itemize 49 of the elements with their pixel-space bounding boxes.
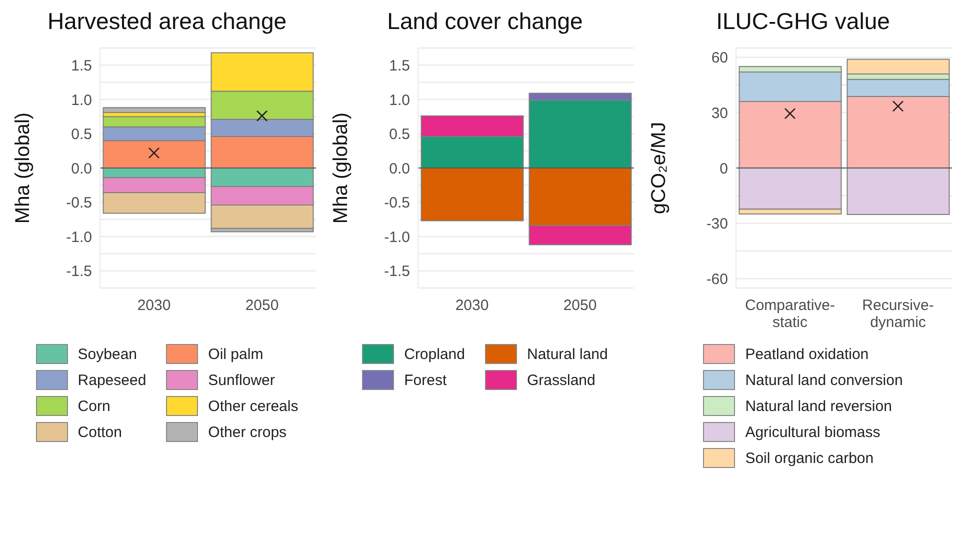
y-tick-label: -1.0 xyxy=(384,228,410,246)
legend-label: Agricultural biomass xyxy=(745,424,880,440)
y-tick-label: 60 xyxy=(711,50,728,67)
y-tick-label: 1.5 xyxy=(71,57,92,74)
y-tick-label: 1.0 xyxy=(71,92,92,109)
legend-label: Soybean xyxy=(78,346,137,362)
y-axis-title: Mha (global) xyxy=(330,112,352,224)
x-tick-label: 2030 xyxy=(137,297,171,314)
legend-label: Rapeseed xyxy=(78,372,146,388)
y-tick-label: 30 xyxy=(711,104,728,122)
y-tick-label: -1.5 xyxy=(384,263,410,280)
y-tick-label: 0.5 xyxy=(389,126,410,144)
y-tick-label: 0 xyxy=(720,160,728,178)
x-tick-label: Recursive-dynamic xyxy=(862,297,934,331)
y-tick-label: -0.5 xyxy=(384,194,410,212)
legend-label: Natural land xyxy=(526,346,608,362)
chart-title: Land cover change xyxy=(387,8,583,36)
x-tick-label: Comparative-static xyxy=(744,297,836,331)
y-tick-label: 0.0 xyxy=(389,160,410,178)
y-axis-title: Mha (global) xyxy=(12,112,34,224)
legend-label: Oil palm xyxy=(208,346,264,362)
chart-title: Harvested area change xyxy=(47,8,287,36)
y-tick-label: 0.0 xyxy=(71,160,92,178)
bar xyxy=(102,107,206,113)
x-tick-label: 2050 xyxy=(245,297,279,314)
legend-label: Corn xyxy=(78,398,110,414)
y-tick-label: -30 xyxy=(706,216,728,233)
y-axis-title: gCO₂e/MJ xyxy=(648,122,670,214)
legend-label: Cropland xyxy=(404,346,465,362)
legend-label: Natural land reversion xyxy=(745,398,892,414)
x-tick-label: 2050 xyxy=(563,297,597,314)
legend-label: Soil organic carbon xyxy=(745,450,874,466)
legend-label: Other cereals xyxy=(208,398,298,414)
y-tick-label: 1.0 xyxy=(389,92,410,109)
x-tick-label: 2030 xyxy=(455,297,489,314)
y-tick-label: -0.5 xyxy=(66,194,92,212)
legend-label: Other crops xyxy=(208,424,287,440)
legend-label: Forest xyxy=(404,372,447,388)
y-tick-label: 0.5 xyxy=(71,126,92,144)
legend-label: Grassland xyxy=(526,372,596,388)
y-tick-label: -60 xyxy=(706,271,728,288)
y-tick-label: -1.5 xyxy=(66,263,92,280)
legend-label: Natural land conversion xyxy=(745,372,903,388)
y-tick-label: 1.5 xyxy=(389,57,410,74)
chart-title: ILUC-GHG value xyxy=(716,8,890,36)
legend-label: Peatland oxidation xyxy=(745,346,869,362)
legend-label: Cotton xyxy=(78,424,122,440)
y-tick-label: -1.0 xyxy=(66,228,92,246)
legend-label: Sunflower xyxy=(208,372,275,388)
